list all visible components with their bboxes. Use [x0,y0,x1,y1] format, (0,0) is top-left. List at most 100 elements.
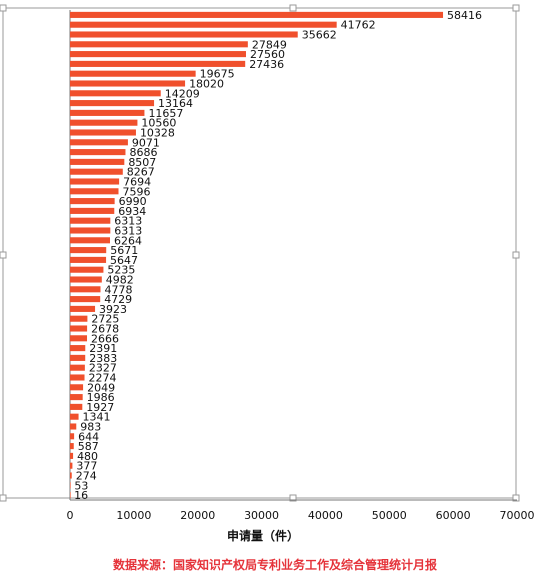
value-label-7: 19675 [200,68,235,81]
bar-4 [70,41,248,48]
resize-handle-3[interactable] [512,4,520,12]
bar-31 [70,305,96,312]
resize-handle-2[interactable] [289,4,297,12]
bar-32 [70,315,88,322]
bar-11 [70,109,145,116]
bar-26 [70,256,107,263]
value-label-19: 7596 [123,185,151,198]
resize-handle-4[interactable] [0,251,7,259]
bar-20 [70,198,115,205]
bar-14 [70,139,128,146]
value-label-30: 4729 [104,293,132,306]
value-label-22: 6313 [114,215,142,228]
value-label-14: 9071 [132,136,160,149]
bar-2 [70,21,337,28]
value-label-48: 274 [76,470,97,483]
value-label-25: 5671 [110,244,138,257]
value-label-27: 5235 [107,264,135,277]
value-label-18: 7694 [123,176,151,189]
resize-handle-7[interactable] [289,494,297,502]
value-label-46: 480 [77,450,98,463]
resize-handle-1[interactable] [0,4,7,12]
value-label-21: 6934 [118,205,146,218]
bar-25 [70,247,107,254]
bar-24 [70,237,110,244]
bar-22 [70,217,111,224]
bar-48 [70,472,72,479]
bar-42 [70,413,79,420]
bar-40 [70,394,83,401]
bar-23 [70,227,111,234]
x-tick-label-3: 20000 [180,509,215,522]
value-label-1: 58416 [447,9,482,22]
bar-27 [70,266,104,273]
value-label-41: 1927 [86,401,114,414]
bar-19 [70,188,119,195]
x-tick-label-8: 70000 [500,509,535,522]
bar-30 [70,296,101,303]
bar-35 [70,345,86,352]
bar-49 [70,482,71,489]
bar-34 [70,335,88,342]
value-label-3: 35662 [302,29,337,42]
bar-1 [70,11,444,18]
value-label-24: 6264 [114,234,142,247]
x-tick-label-5: 40000 [308,509,343,522]
value-label-15: 8686 [129,146,157,159]
x-tick-label-7: 60000 [436,509,471,522]
value-label-38: 2274 [89,372,117,385]
x-axis-title: 申请量（件） [227,528,299,543]
bar-18 [70,178,120,185]
value-label-28: 4982 [106,274,134,287]
bar-6 [70,60,246,67]
value-label-45: 587 [78,440,99,453]
bar-3 [70,31,298,38]
value-label-11: 11657 [148,107,183,120]
value-label-40: 1986 [87,391,115,404]
resize-handle-8[interactable] [512,494,520,502]
bar-17 [70,168,123,175]
value-label-2: 41762 [341,19,376,32]
value-label-39: 2049 [87,381,115,394]
bar-28 [70,276,102,283]
bar-10 [70,100,155,107]
x-tick-label-6: 50000 [372,509,407,522]
bar-15 [70,149,126,156]
bar-8 [70,80,186,87]
bar-29 [70,286,101,293]
value-label-42: 1341 [83,411,111,424]
bar-13 [70,129,136,136]
value-label-4: 27849 [252,38,287,51]
x-tick-label-4: 30000 [244,509,279,522]
bar-33 [70,325,88,332]
value-label-44: 644 [78,430,99,443]
bar-7 [70,70,196,77]
value-label-36: 2383 [89,352,117,365]
bar-38 [70,374,85,381]
resize-handle-6[interactable] [0,494,7,502]
value-label-43: 983 [80,421,101,434]
x-tick-label-1: 0 [67,509,74,522]
value-label-9: 14209 [165,87,200,100]
bar-50 [70,492,71,499]
value-label-29: 4778 [105,283,133,296]
value-label-10: 13164 [158,97,193,110]
bar-44 [70,433,75,440]
bar-16 [70,158,125,165]
value-label-47: 377 [76,460,97,473]
bar-12 [70,119,138,126]
value-label-17: 8267 [127,166,155,179]
selection-handles [0,4,520,502]
value-label-5: 27560 [250,48,285,61]
bar-46 [70,452,74,459]
value-label-12: 10560 [141,117,176,130]
bar-36 [70,354,86,361]
resize-handle-5[interactable] [512,251,520,259]
value-label-8: 18020 [189,78,224,91]
value-label-23: 6313 [114,225,142,238]
bar-9 [70,90,161,97]
bar-41 [70,403,83,410]
bar-5 [70,51,246,58]
